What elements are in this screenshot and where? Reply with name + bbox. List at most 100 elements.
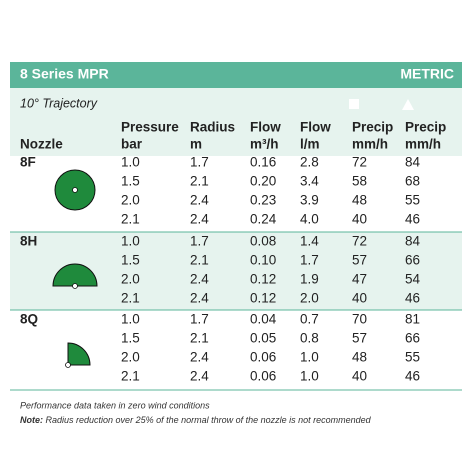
cell: 0.04 xyxy=(250,312,277,327)
cell: 2.4 xyxy=(190,369,209,384)
column-header: Precip xyxy=(352,120,393,135)
cell: 2.1 xyxy=(190,331,209,346)
cell: 1.0 xyxy=(300,350,319,365)
cell: 1.0 xyxy=(121,312,140,327)
cell: 1.5 xyxy=(121,253,140,268)
cell: 0.06 xyxy=(250,350,276,365)
cell: 2.4 xyxy=(190,193,209,208)
cell: 0.23 xyxy=(250,193,276,208)
cell: 2.1 xyxy=(121,212,140,227)
cell: 2.0 xyxy=(121,272,140,287)
note: Performance data taken in zero wind cond… xyxy=(20,400,210,410)
cell: 2.1 xyxy=(190,253,209,268)
cell: 0.08 xyxy=(250,234,276,249)
column-header: Flow xyxy=(250,120,281,135)
cell: 2.4 xyxy=(190,350,209,365)
trajectory: 10° Trajectory xyxy=(20,96,98,110)
cell: 48 xyxy=(352,193,367,208)
column-header: Precip xyxy=(405,120,446,135)
cell: 2.8 xyxy=(300,155,319,170)
table-title: 8 Series MPR xyxy=(20,66,109,82)
cell: 1.9 xyxy=(300,272,319,287)
column-unit: l/m xyxy=(300,137,320,152)
nozzle-name: 8F xyxy=(20,155,36,170)
cell: 1.7 xyxy=(300,253,319,268)
cell: 48 xyxy=(352,350,367,365)
column-unit: m xyxy=(190,137,202,152)
square-icon xyxy=(349,99,359,109)
cell: 3.4 xyxy=(300,174,319,189)
note-text: Radius reduction over 25% of the normal … xyxy=(46,415,372,425)
nozzle-dot xyxy=(72,283,78,289)
cell: 57 xyxy=(352,331,367,346)
note: Note: Radius reduction over 25% of the n… xyxy=(20,415,372,425)
cell: 84 xyxy=(405,155,421,170)
cell: 0.12 xyxy=(250,291,276,306)
quarter-circle-nozzle-icon xyxy=(67,342,91,366)
cell: 0.06 xyxy=(250,369,276,384)
column-header: Flow xyxy=(300,120,331,135)
cell: 0.7 xyxy=(300,312,319,327)
cell: 40 xyxy=(352,212,367,227)
cell: 1.7 xyxy=(190,155,209,170)
cell: 40 xyxy=(352,291,367,306)
cell: 54 xyxy=(405,272,421,287)
cell: 55 xyxy=(405,350,420,365)
cell: 2.1 xyxy=(121,369,140,384)
cell: 0.10 xyxy=(250,253,276,268)
column-unit: bar xyxy=(121,137,143,152)
cell: 1.5 xyxy=(121,331,140,346)
cell: 1.7 xyxy=(190,312,209,327)
cell: 1.0 xyxy=(121,155,140,170)
cell: 2.1 xyxy=(121,291,140,306)
column-unit: mm/h xyxy=(352,137,388,152)
cell: 4.0 xyxy=(300,212,319,227)
nozzle-dot xyxy=(72,187,78,193)
cell: 70 xyxy=(352,312,367,327)
cell: 0.12 xyxy=(250,272,276,287)
cell: 2.1 xyxy=(190,174,209,189)
column-header-bg xyxy=(10,88,462,156)
cell: 81 xyxy=(405,312,420,327)
nozzle-name: 8Q xyxy=(20,312,38,327)
column-unit: m³/h xyxy=(250,137,279,152)
cell: 72 xyxy=(352,155,367,170)
cell: 0.20 xyxy=(250,174,276,189)
cell: 57 xyxy=(352,253,367,268)
cell: 66 xyxy=(405,331,420,346)
nozzle-header: Nozzle xyxy=(20,137,63,152)
cell: 46 xyxy=(405,369,420,384)
cell: 0.24 xyxy=(250,212,277,227)
cell: 1.0 xyxy=(300,369,319,384)
cell: 2.4 xyxy=(190,212,209,227)
nozzle-name: 8H xyxy=(20,234,37,249)
header-bar xyxy=(10,62,462,88)
cell: 1.4 xyxy=(300,234,319,249)
unit-system: METRIC xyxy=(400,66,454,82)
cell: 55 xyxy=(405,193,420,208)
cell: 47 xyxy=(352,272,367,287)
cell: 0.8 xyxy=(300,331,319,346)
cell: 46 xyxy=(405,212,420,227)
column-unit: mm/h xyxy=(405,137,441,152)
cell: 1.7 xyxy=(190,234,209,249)
nozzle-dot xyxy=(65,362,71,368)
cell: 0.05 xyxy=(250,331,276,346)
column-header: Radius xyxy=(190,120,235,135)
cell: 58 xyxy=(352,174,367,189)
cell: 46 xyxy=(405,291,420,306)
cell: 2.0 xyxy=(121,350,140,365)
cell: 0.16 xyxy=(250,155,276,170)
cell: 2.4 xyxy=(190,291,209,306)
note-label: Note: xyxy=(20,415,43,425)
column-header: Pressure xyxy=(121,120,179,135)
cell: 68 xyxy=(405,174,420,189)
cell: 66 xyxy=(405,253,420,268)
cell: 84 xyxy=(405,234,421,249)
half-circle-nozzle-icon xyxy=(52,263,98,287)
cell: 2.4 xyxy=(190,272,209,287)
cell: 2.0 xyxy=(300,291,319,306)
cell: 1.0 xyxy=(121,234,140,249)
cell: 40 xyxy=(352,369,367,384)
